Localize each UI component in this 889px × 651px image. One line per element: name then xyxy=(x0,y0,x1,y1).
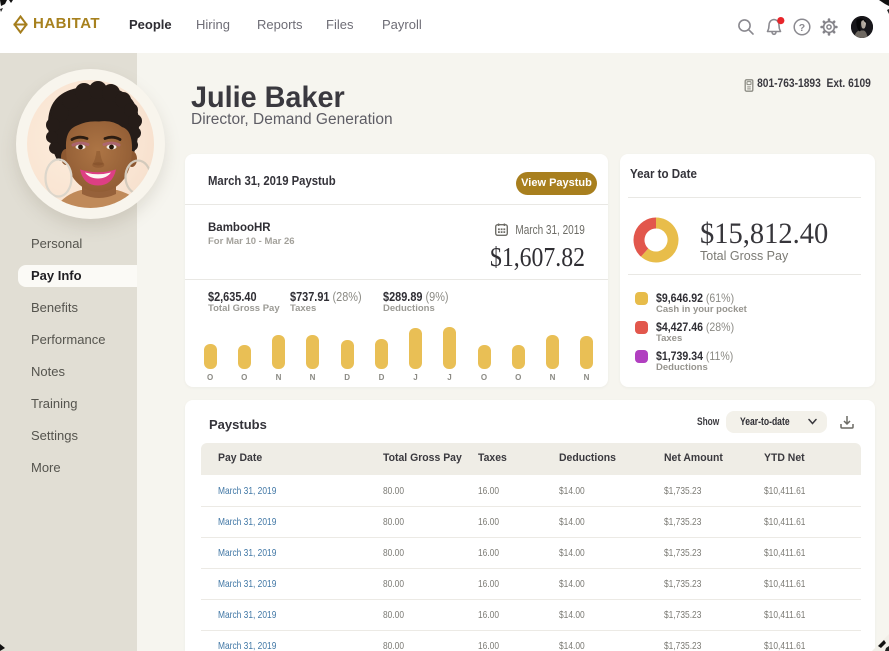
svg-text:?: ? xyxy=(799,22,805,34)
